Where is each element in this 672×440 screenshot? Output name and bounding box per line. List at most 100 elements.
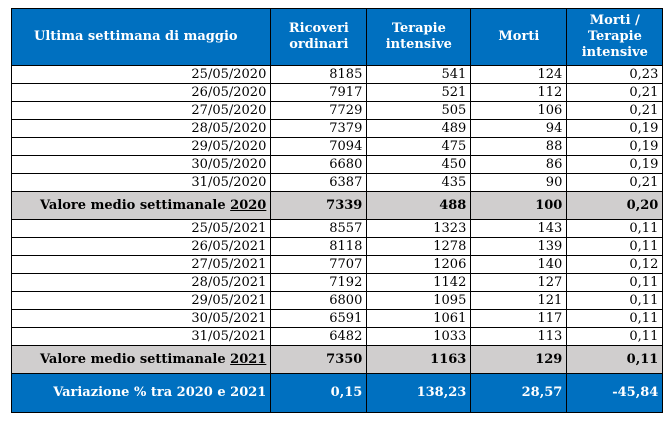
- cell-ratio: 0,11: [566, 237, 664, 256]
- header-ratio: Morti / Terapie intensive: [566, 8, 664, 66]
- cell-terapie: 1061: [366, 309, 472, 328]
- table-row: 30/05/2020 6680 450 86 0,19: [10, 155, 664, 174]
- table-row: 31/05/2021 6482 1033 113 0,11: [10, 327, 664, 346]
- cell-morti: 143: [470, 219, 568, 238]
- cell-morti: 140: [470, 255, 568, 274]
- variation-morti: 28,57: [470, 373, 568, 413]
- cell-terapie: 541: [366, 65, 472, 84]
- average-year: 2020: [230, 198, 267, 213]
- average-ricoveri: 7339: [270, 191, 368, 220]
- table-row: 27/05/2020 7729 505 106 0,21: [10, 101, 664, 120]
- cell-terapie: 521: [366, 83, 472, 102]
- cell-terapie: 1142: [366, 273, 472, 292]
- cell-ratio: 0,21: [566, 173, 664, 192]
- cell-ratio: 0,21: [566, 83, 664, 102]
- cell-date: 30/05/2020: [10, 155, 272, 174]
- cell-ricoveri: 8118: [270, 237, 368, 256]
- table-row: 25/05/2021 8557 1323 143 0,11: [10, 219, 664, 238]
- average-year: 2021: [230, 352, 267, 367]
- average-label-text: Valore medio settimanale: [40, 198, 231, 213]
- variation-ratio: -45,84: [566, 373, 664, 413]
- cell-date: 27/05/2020: [10, 101, 272, 120]
- table-row: 29/05/2021 6800 1095 121 0,11: [10, 291, 664, 310]
- average-row-2021: Valore medio settimanale 2021 7350 1163 …: [10, 345, 664, 374]
- cell-ratio: 0,19: [566, 119, 664, 138]
- header-row: Ultima settimana di maggio Ricoveri ordi…: [10, 8, 664, 66]
- cell-date: 25/05/2020: [10, 65, 272, 84]
- average-ratio: 0,20: [566, 191, 664, 220]
- cell-ratio: 0,19: [566, 137, 664, 156]
- header-ratio-line3: intensive: [581, 45, 648, 60]
- header-morti: Morti: [470, 8, 568, 66]
- cell-ricoveri: 7192: [270, 273, 368, 292]
- cell-date: 29/05/2020: [10, 137, 272, 156]
- average-label-text: Valore medio settimanale: [40, 352, 231, 367]
- variation-terapie: 138,23: [366, 373, 472, 413]
- table-row: 28/05/2020 7379 489 94 0,19: [10, 119, 664, 138]
- header-period: Ultima settimana di maggio: [10, 8, 272, 66]
- header-terapie-line2: intensive: [385, 37, 452, 52]
- header-terapie-line1: Terapie: [391, 21, 446, 36]
- cell-terapie: 1206: [366, 255, 472, 274]
- cell-date: 25/05/2021: [10, 219, 272, 238]
- cell-ricoveri: 8185: [270, 65, 368, 84]
- cell-ratio: 0,11: [566, 291, 664, 310]
- cell-terapie: 489: [366, 119, 472, 138]
- cell-terapie: 1323: [366, 219, 472, 238]
- table-row: 27/05/2021 7707 1206 140 0,12: [10, 255, 664, 274]
- cell-morti: 112: [470, 83, 568, 102]
- cell-ratio: 0,11: [566, 327, 664, 346]
- cell-terapie: 1095: [366, 291, 472, 310]
- average-terapie: 1163: [366, 345, 472, 374]
- cell-ratio: 0,23: [566, 65, 664, 84]
- cell-date: 31/05/2020: [10, 173, 272, 192]
- table-row: 28/05/2021 7192 1142 127 0,11: [10, 273, 664, 292]
- table-row: 31/05/2020 6387 435 90 0,21: [10, 173, 664, 192]
- cell-morti: 113: [470, 327, 568, 346]
- cell-morti: 94: [470, 119, 568, 138]
- table-row: 29/05/2020 7094 475 88 0,19: [10, 137, 664, 156]
- cell-ratio: 0,11: [566, 273, 664, 292]
- cell-ratio: 0,11: [566, 219, 664, 238]
- header-ricoveri: Ricoveri ordinari: [270, 8, 368, 66]
- covid-table: Ultima settimana di maggio Ricoveri ordi…: [10, 8, 664, 413]
- cell-morti: 86: [470, 155, 568, 174]
- cell-ricoveri: 6387: [270, 173, 368, 192]
- cell-ricoveri: 6591: [270, 309, 368, 328]
- cell-ricoveri: 8557: [270, 219, 368, 238]
- average-ratio: 0,11: [566, 345, 664, 374]
- cell-terapie: 450: [366, 155, 472, 174]
- cell-morti: 127: [470, 273, 568, 292]
- cell-ricoveri: 6482: [270, 327, 368, 346]
- cell-terapie: 1033: [366, 327, 472, 346]
- cell-ricoveri: 7729: [270, 101, 368, 120]
- cell-date: 28/05/2020: [10, 119, 272, 138]
- header-terapie: Terapie intensive: [366, 8, 472, 66]
- header-ricoveri-line1: Ricoveri: [288, 21, 349, 36]
- average-label: Valore medio settimanale 2020: [10, 191, 272, 220]
- cell-date: 26/05/2020: [10, 83, 272, 102]
- variation-label: Variazione % tra 2020 e 2021: [10, 373, 272, 413]
- header-ricoveri-line2: ordinari: [289, 37, 349, 52]
- cell-ricoveri: 7707: [270, 255, 368, 274]
- variation-ricoveri: 0,15: [270, 373, 368, 413]
- cell-morti: 121: [470, 291, 568, 310]
- table-row: 30/05/2021 6591 1061 117 0,11: [10, 309, 664, 328]
- cell-ricoveri: 7379: [270, 119, 368, 138]
- table-row: 25/05/2020 8185 541 124 0,23: [10, 65, 664, 84]
- cell-morti: 88: [470, 137, 568, 156]
- average-terapie: 488: [366, 191, 472, 220]
- cell-morti: 117: [470, 309, 568, 328]
- cell-morti: 90: [470, 173, 568, 192]
- cell-terapie: 505: [366, 101, 472, 120]
- cell-terapie: 435: [366, 173, 472, 192]
- header-ratio-line2: Terapie: [587, 29, 642, 44]
- variation-row: Variazione % tra 2020 e 2021 0,15 138,23…: [10, 373, 664, 413]
- header-ratio-line1: Morti /: [589, 13, 640, 28]
- cell-morti: 124: [470, 65, 568, 84]
- average-morti: 129: [470, 345, 568, 374]
- cell-ricoveri: 6680: [270, 155, 368, 174]
- cell-ratio: 0,21: [566, 101, 664, 120]
- cell-date: 28/05/2021: [10, 273, 272, 292]
- cell-morti: 106: [470, 101, 568, 120]
